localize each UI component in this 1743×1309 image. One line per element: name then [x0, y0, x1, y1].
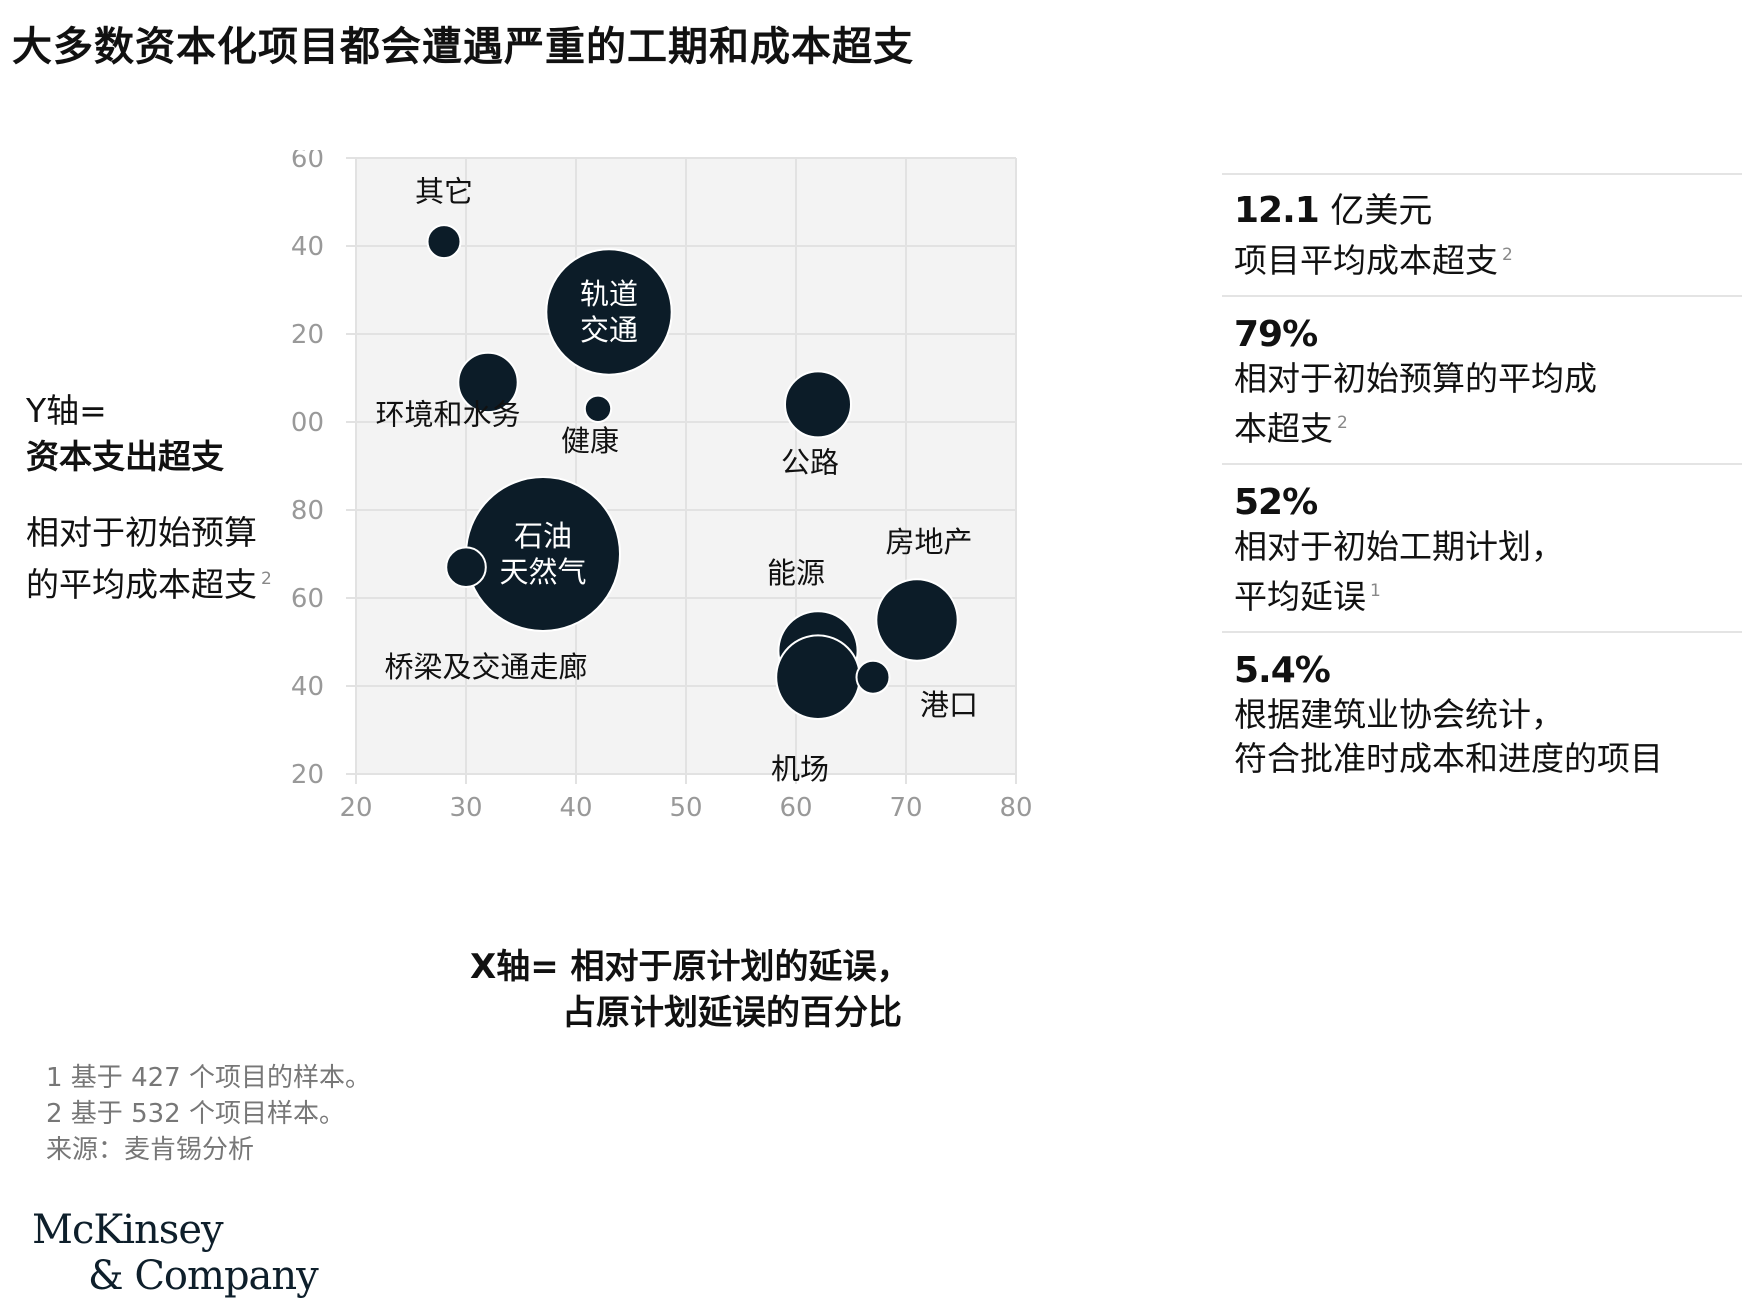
x-tick-label: 70 [889, 793, 922, 823]
stat-unit: 亿美元 [1330, 191, 1433, 231]
x-axis-label-line1: X轴= 相对于原计划的延误， [470, 947, 911, 987]
stat-desc: 平均延误 [1234, 577, 1366, 616]
stat-value: 5.4% [1234, 650, 1331, 691]
stat-block: 79% 相对于初始预算的平均成 本超支 2 [1222, 295, 1742, 463]
logo-line2: & Company [88, 1253, 319, 1299]
y-axis-label-line3: 相对于初始预算 [26, 513, 257, 552]
bubble-label: 健康 [561, 424, 619, 458]
x-tick-label: 60 [779, 793, 812, 823]
x-tick-label: 40 [559, 793, 592, 823]
stat-desc: 相对于初始预算的平均成 [1234, 359, 1597, 398]
y-tick-label: 120 [290, 320, 324, 350]
bubble-label: 交通 [580, 313, 638, 347]
stat-note-ref: 2 [1337, 413, 1348, 433]
stat-note-ref: 2 [1502, 245, 1513, 265]
stat-block: 52% 相对于初始工期计划， 平均延误 1 [1222, 463, 1742, 631]
stat-desc: 根据建筑业协会统计， [1234, 695, 1564, 734]
x-tick-label: 50 [669, 793, 702, 823]
y-tick-label: 20 [291, 760, 324, 790]
y-axis-note-ref: 2 [261, 569, 272, 589]
stat-block: 12.1 亿美元 项目平均成本超支 2 [1222, 173, 1742, 295]
footnote: 1 基于 427 个项目的样本。 [46, 1063, 371, 1093]
page-title: 大多数资本化项目都会遭遇严重的工期和成本超支 [12, 24, 914, 70]
stat-desc: 相对于初始工期计划， [1234, 527, 1564, 566]
x-tick-label: 20 [339, 793, 372, 823]
bubble-label: 轨道 [580, 277, 638, 311]
data-bubble [465, 476, 621, 632]
data-bubble [545, 248, 673, 376]
stat-value: 52% [1234, 482, 1318, 523]
bubble-label: 房地产 [885, 525, 972, 559]
mckinsey-logo: McKinsey & Company [32, 1207, 319, 1299]
data-bubble [775, 634, 861, 721]
bubble-label: 能源 [767, 556, 825, 590]
data-bubble [583, 394, 613, 423]
stat-note-ref: 1 [1370, 581, 1381, 601]
bubble-chart: 20 30 40 50 60 70 80 20 40 60 80 100 120 140 160 其它轨道交通… [290, 150, 1033, 823]
bubble-label: 桥梁及交通走廊 [384, 650, 587, 684]
x-axis-label: X轴= 相对于原计划的延误， 占原计划延误的百分比 [470, 944, 911, 1036]
y-tick-label: 160 [290, 150, 324, 174]
source-note: 来源：麦肯锡分析 [46, 1135, 255, 1165]
stat-block: 5.4% 根据建筑业协会统计， 符合批准时成本和进度的项目 [1222, 631, 1742, 793]
data-bubble [875, 578, 959, 662]
y-tick-label: 60 [291, 584, 324, 614]
stats-panel: 12.1 亿美元 项目平均成本超支 2 79% 相对于初始预算的平均成 本超支 2 … [1222, 173, 1742, 793]
bubble-label: 环境和水务 [375, 397, 520, 431]
stat-desc: 符合批准时成本和进度的项目 [1234, 739, 1663, 778]
bubble-label: 其它 [415, 175, 473, 209]
bubble-label: 港口 [920, 688, 978, 722]
stat-value: 79% [1234, 314, 1318, 355]
data-bubble [426, 224, 462, 260]
data-bubble [445, 546, 487, 589]
logo-line1: McKinsey [32, 1207, 224, 1253]
y-tick-label: 100 [290, 408, 324, 438]
stat-desc: 本超支 [1234, 409, 1333, 448]
y-tick-label: 140 [290, 232, 324, 262]
bubble-label: 天然气 [499, 555, 586, 589]
data-bubble [855, 659, 891, 695]
y-axis-label-line1: Y轴= [26, 391, 107, 430]
data-bubble [457, 351, 519, 414]
y-axis-label-line2: 资本支出超支 [26, 437, 224, 476]
y-tick-label: 80 [291, 496, 324, 526]
footnotes: 1 基于 427 个项目的样本。 2 基于 532 个项目样本。 来源：麦肯锡分… [46, 1060, 371, 1168]
x-tick-label: 80 [999, 793, 1032, 823]
x-axis-label-line2: 占原计划延误的百分比 [562, 993, 902, 1033]
bubble-label: 机场 [771, 752, 829, 786]
bubble-label: 公路 [781, 445, 839, 479]
data-bubble [784, 370, 852, 439]
y-tick-label: 40 [291, 672, 324, 702]
stat-desc: 项目平均成本超支 [1234, 241, 1498, 280]
bubble-label: 石油 [514, 519, 572, 553]
y-axis-label-line4: 的平均成本超支 [26, 565, 257, 604]
y-axis-label: Y轴= 资本支出超支 相对于初始预算 的平均成本超支 2 [26, 388, 272, 608]
footnote: 2 基于 532 个项目样本。 [46, 1099, 345, 1129]
stat-value: 12.1 [1234, 190, 1320, 231]
x-tick-label: 30 [449, 793, 482, 823]
